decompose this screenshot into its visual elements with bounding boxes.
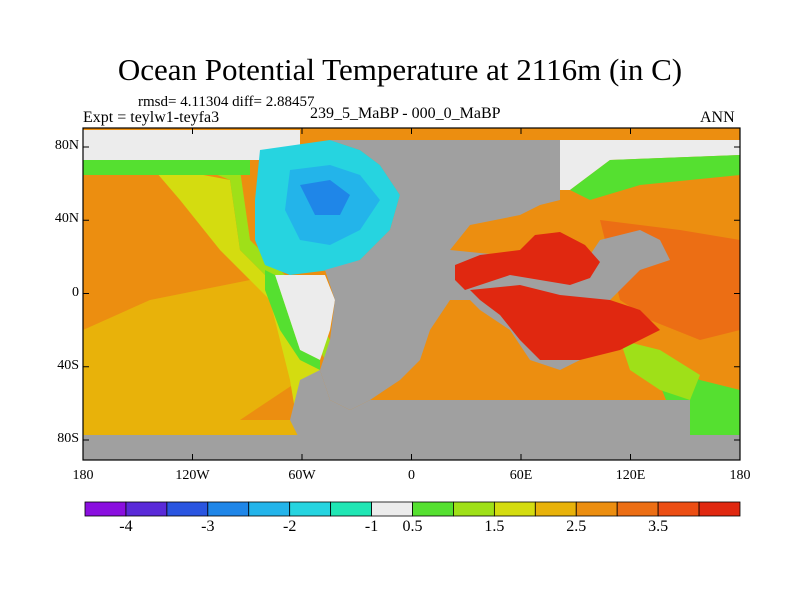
x-tick-label: 120E (615, 468, 646, 483)
colorbar-label: -1 (364, 518, 379, 535)
x-tick-label: 180 (729, 468, 751, 483)
season-label: ANN (700, 109, 735, 126)
colorbar-swatch (248, 501, 291, 517)
colorbar-label: -4 (119, 518, 133, 535)
colorbar-swatch (534, 501, 577, 517)
colorbar-swatch (330, 501, 372, 517)
colorbar-swatch (616, 501, 659, 517)
colorbar-swatch (166, 501, 209, 517)
colorbar-swatch (575, 501, 618, 517)
colorbar-label: 3.5 (648, 518, 669, 535)
colorbar-swatch (84, 501, 127, 517)
stats-text: rmsd= 4.11304 diff= 2.88457 (138, 94, 315, 110)
colorbar-swatch (493, 501, 536, 517)
colorbar-label: 2.5 (566, 518, 587, 535)
map-title: Ocean Potential Temperature at 2116m (in… (117, 52, 683, 87)
x-tick-label: 60E (509, 468, 533, 483)
colorbar-label: -2 (283, 518, 297, 535)
colorbar-swatch (698, 501, 741, 517)
y-tick-label: 0 (72, 284, 79, 300)
colorbar-swatch (125, 501, 168, 517)
colorbar-swatch (412, 501, 454, 517)
colorbar-swatch (657, 501, 700, 517)
colorbar-swatch (207, 501, 250, 517)
x-tick-label: 60W (288, 468, 316, 483)
y-tick-label: 80S (57, 431, 79, 446)
colorbar (84, 501, 741, 517)
experiment-label: Expt = teylw1-teyfa3 (83, 109, 220, 126)
y-tick-label: 80N (54, 138, 79, 153)
x-tick-label: 120W (175, 468, 210, 483)
colorbar-swatch (453, 501, 495, 517)
colorbar-swatch (289, 501, 332, 517)
x-axis-ticks (82, 128, 741, 460)
y-tick-label: 40N (54, 211, 79, 227)
colorbar-label: -3 (201, 518, 215, 535)
x-tick-label: 180 (72, 468, 94, 483)
colorbar-label: 1.5 (484, 518, 505, 535)
y-tick-label: 40S (57, 357, 79, 373)
x-tick-label: 0 (408, 468, 415, 483)
colorbar-swatch (371, 501, 413, 517)
experiment-name: 239_5_MaBP - 000_0_MaBP (310, 105, 501, 122)
y-axis-ticks (83, 146, 740, 441)
temperature-field (83, 128, 740, 460)
colorbar-label: 0.5 (402, 518, 423, 535)
